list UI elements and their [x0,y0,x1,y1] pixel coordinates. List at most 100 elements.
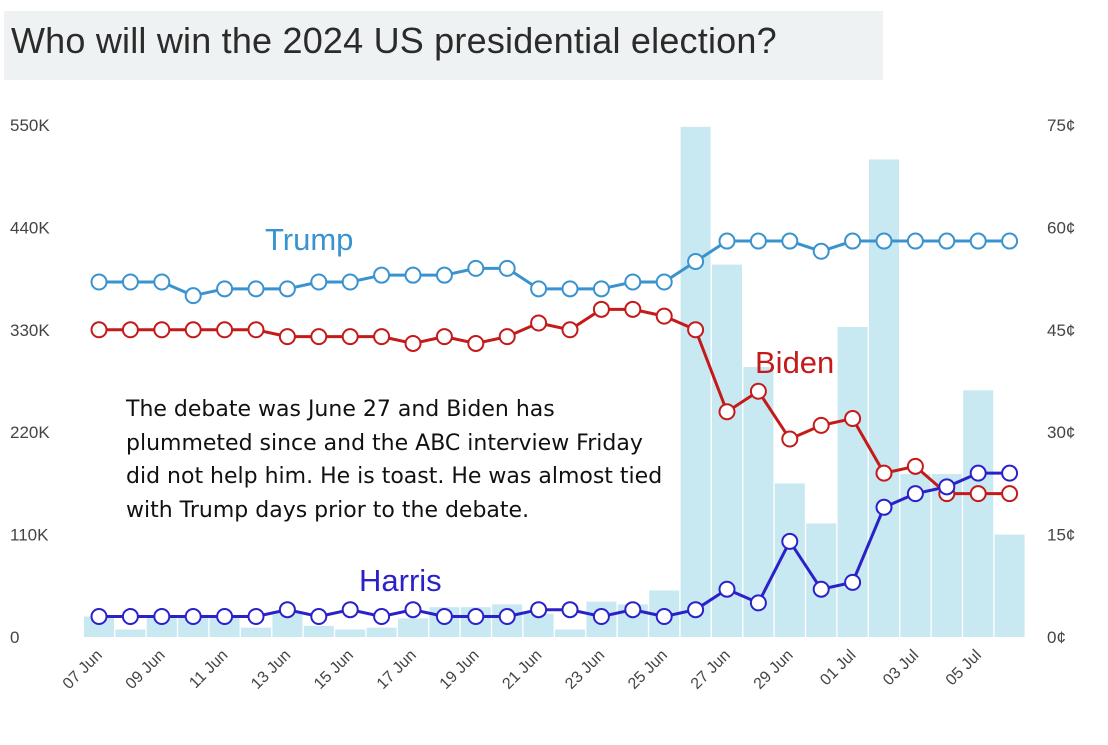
x-tick-label: 07 Jun [60,647,106,693]
data-point-biden [90,321,108,339]
data-point-biden [467,334,485,352]
left-axis-tick-label: 0 [10,628,19,647]
data-point-trump [906,232,924,250]
data-point-trump [844,232,862,250]
data-point-harris [404,601,422,619]
data-point-trump [592,280,610,298]
data-point-trump [781,232,799,250]
data-point-trump [812,242,830,260]
data-point-biden [373,328,391,346]
volume-bars [84,126,1025,637]
right-axis-tick-label: 60¢ [1047,218,1075,237]
volume-bar [241,627,271,637]
data-point-trump [655,273,673,291]
right-axis-tick-label: 45¢ [1047,321,1075,340]
data-point-biden [749,382,767,400]
data-point-biden [592,300,610,318]
data-point-harris [530,601,548,619]
volume-bar [806,523,837,637]
data-point-trump [561,280,579,298]
data-point-biden [969,485,987,503]
data-point-trump [498,259,516,277]
x-tick-label: 25 Jun [625,647,671,693]
volume-bar [115,629,146,637]
data-point-biden [310,328,328,346]
data-point-biden [718,403,736,421]
volume-bar [303,625,334,637]
data-point-biden [404,334,422,352]
data-point-trump [938,232,956,250]
series-label-harris: Harris [359,563,442,598]
x-tick-label: 23 Jun [562,647,608,693]
data-point-biden [278,328,296,346]
data-point-biden [530,314,548,332]
data-point-harris [1001,464,1019,482]
data-point-harris [781,532,799,550]
chart-title: Who will win the 2024 US presidential el… [11,20,777,61]
data-point-harris [875,498,893,516]
data-point-trump [153,273,171,291]
volume-bar [743,367,774,637]
left-axis-tick-label: 330K [10,321,50,340]
data-point-biden [1001,485,1019,503]
data-point-trump [749,232,767,250]
left-axis-tick-label: 550K [10,116,50,135]
data-point-trump [404,266,422,284]
data-point-biden [216,321,234,339]
data-point-trump [278,280,296,298]
data-point-biden [121,321,139,339]
x-axis: 07 Jun 09 Jun 11 Jun 13 Jun 15 Jun 17 Jun 19 J… [60,647,985,693]
series-label-biden: Biden [755,345,834,380]
data-point-harris [341,601,359,619]
data-point-biden [561,321,579,339]
data-point-trump [1001,232,1019,250]
x-tick-label: 17 Jun [374,647,420,693]
data-point-harris [184,608,202,626]
data-point-trump [969,232,987,250]
volume-bar [994,534,1025,637]
data-point-trump [341,273,359,291]
title-box [4,11,883,80]
data-point-trump [310,273,328,291]
data-point-trump [184,287,202,305]
data-point-harris [561,601,579,619]
data-point-harris [624,601,642,619]
data-point-harris [592,608,610,626]
right-axis-tick-label: 15¢ [1047,526,1075,545]
series-lines [90,232,1019,626]
data-point-harris [310,608,328,626]
x-tick-label: 27 Jun [688,647,734,693]
x-tick-label: 19 Jun [437,647,483,693]
volume-bar [963,390,994,637]
volume-bar [146,616,177,637]
data-point-biden [906,457,924,475]
data-point-biden [875,464,893,482]
data-point-harris [906,485,924,503]
x-tick-label: 09 Jun [123,647,169,693]
volume-bar [680,126,711,637]
volume-bar [366,627,397,637]
x-tick-label: 21 Jun [499,647,545,693]
data-point-harris [467,608,485,626]
data-point-harris [216,608,234,626]
data-point-biden [781,430,799,448]
data-point-biden [655,307,673,325]
data-point-trump [467,259,485,277]
data-point-trump [435,266,453,284]
data-point-harris [969,464,987,482]
volume-bar [869,159,899,637]
data-point-biden [498,328,516,346]
data-point-biden [153,321,171,339]
x-tick-label: 29 Jun [751,647,797,693]
data-point-trump [624,273,642,291]
x-tick-label: 11 Jun [186,647,231,692]
data-point-harris [812,580,830,598]
volume-bar [398,618,428,637]
right-axis-tick-label: 30¢ [1047,423,1075,442]
data-point-biden [184,321,202,339]
data-point-harris [435,608,453,626]
data-point-trump [875,232,893,250]
data-point-biden [687,321,705,339]
data-point-harris [90,608,108,626]
